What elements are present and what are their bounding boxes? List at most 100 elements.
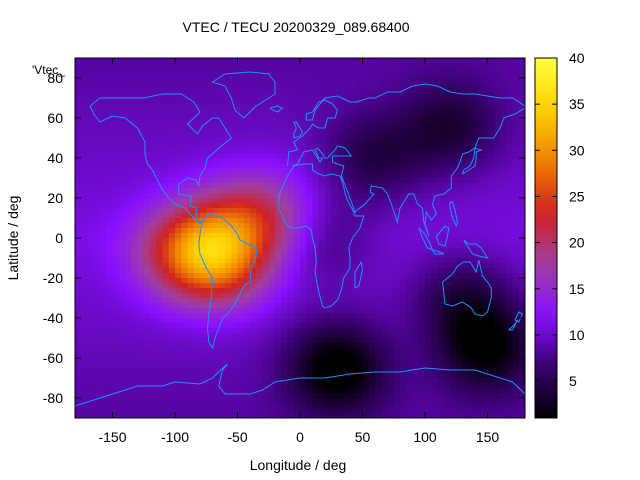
heatmap-cell — [262, 218, 270, 224]
heatmap-cell — [262, 278, 270, 284]
heatmap-cell — [125, 258, 132, 264]
heatmap-cell — [106, 158, 114, 164]
heatmap-cell — [131, 168, 139, 174]
heatmap-cell — [181, 263, 189, 269]
heatmap-cell — [200, 348, 207, 354]
heatmap-cell — [168, 78, 176, 84]
heatmap-cell — [181, 223, 189, 229]
heatmap-cell — [487, 258, 495, 264]
heatmap-cell — [393, 183, 401, 189]
heatmap-cell — [337, 188, 345, 194]
heatmap-cell — [150, 118, 157, 124]
heatmap-cell — [162, 283, 170, 289]
heatmap-cell — [81, 263, 89, 269]
heatmap-cell — [262, 388, 270, 394]
heatmap-cell — [143, 343, 151, 349]
heatmap-cell — [306, 288, 314, 294]
heatmap-cell — [456, 103, 464, 109]
heatmap-cell — [468, 298, 476, 304]
heatmap-cell — [325, 358, 332, 364]
heatmap-cell — [300, 123, 307, 129]
heatmap-cell — [343, 263, 351, 269]
heatmap-cell — [406, 313, 414, 319]
heatmap-cell — [443, 63, 451, 69]
heatmap-cell — [418, 73, 426, 79]
heatmap-cell — [306, 368, 314, 374]
heatmap-cell — [218, 78, 226, 84]
heatmap-cell — [131, 193, 139, 199]
heatmap-cell — [456, 228, 464, 234]
heatmap-cell — [331, 113, 339, 119]
heatmap-cell — [93, 83, 101, 89]
heatmap-cell — [243, 328, 251, 334]
heatmap-cell — [187, 153, 195, 159]
heatmap-cell — [506, 68, 514, 74]
heatmap-cell — [225, 368, 232, 374]
heatmap-cell — [425, 63, 432, 69]
heatmap-cell — [481, 383, 489, 389]
heatmap-cell — [206, 393, 214, 399]
heatmap-cell — [75, 328, 82, 334]
heatmap-cell — [343, 163, 351, 169]
heatmap-cell — [231, 158, 239, 164]
heatmap-cell — [362, 198, 370, 204]
heatmap-cell — [325, 248, 332, 254]
heatmap-cell — [256, 163, 264, 169]
heatmap-cell — [162, 118, 170, 124]
heatmap-cell — [100, 308, 107, 314]
heatmap-cell — [237, 253, 245, 259]
heatmap-cell — [381, 278, 389, 284]
heatmap-cell — [325, 128, 332, 134]
heatmap-cell — [475, 163, 482, 169]
heatmap-cell — [193, 283, 201, 289]
heatmap-cell — [281, 398, 289, 404]
heatmap-cell — [168, 173, 176, 179]
heatmap-cell — [393, 203, 401, 209]
heatmap-cell — [312, 158, 320, 164]
heatmap-cell — [175, 158, 182, 164]
heatmap-cell — [93, 123, 101, 129]
heatmap-cell — [275, 123, 282, 129]
heatmap-cell — [187, 128, 195, 134]
heatmap-cell — [225, 233, 232, 239]
heatmap-cell — [406, 98, 414, 104]
heatmap-cell — [500, 283, 507, 289]
heatmap-cell — [393, 258, 401, 264]
heatmap-cell — [325, 353, 332, 359]
heatmap-cell — [75, 173, 82, 179]
heatmap-cell — [225, 263, 232, 269]
heatmap-cell — [218, 373, 226, 379]
heatmap-cell — [281, 368, 289, 374]
heatmap-cell — [181, 78, 189, 84]
heatmap-cell — [487, 163, 495, 169]
heatmap-cell — [450, 263, 457, 269]
heatmap-cell — [250, 173, 257, 179]
heatmap-cell — [118, 143, 126, 149]
heatmap-cell — [206, 243, 214, 249]
heatmap-cell — [418, 408, 426, 414]
heatmap-cell — [450, 333, 457, 339]
heatmap-cell — [393, 213, 401, 219]
heatmap-cell — [237, 188, 245, 194]
heatmap-cell — [81, 383, 89, 389]
heatmap-cell — [112, 368, 120, 374]
heatmap-cell — [137, 278, 145, 284]
heatmap-cell — [131, 408, 139, 414]
heatmap-cell — [450, 408, 457, 414]
heatmap-cell — [368, 358, 376, 364]
heatmap-cell — [475, 318, 482, 324]
heatmap-cell — [487, 198, 495, 204]
heatmap-cell — [212, 158, 220, 164]
heatmap-cell — [481, 293, 489, 299]
heatmap-cell — [118, 398, 126, 404]
heatmap-cell — [343, 128, 351, 134]
heatmap-cell — [106, 348, 114, 354]
heatmap-cell — [425, 188, 432, 194]
heatmap-cell — [362, 73, 370, 79]
heatmap-cell — [231, 338, 239, 344]
heatmap-cell — [343, 218, 351, 224]
heatmap-cell — [431, 253, 439, 259]
heatmap-cell — [468, 78, 476, 84]
heatmap-cell — [156, 378, 164, 384]
heatmap-cell — [462, 173, 470, 179]
